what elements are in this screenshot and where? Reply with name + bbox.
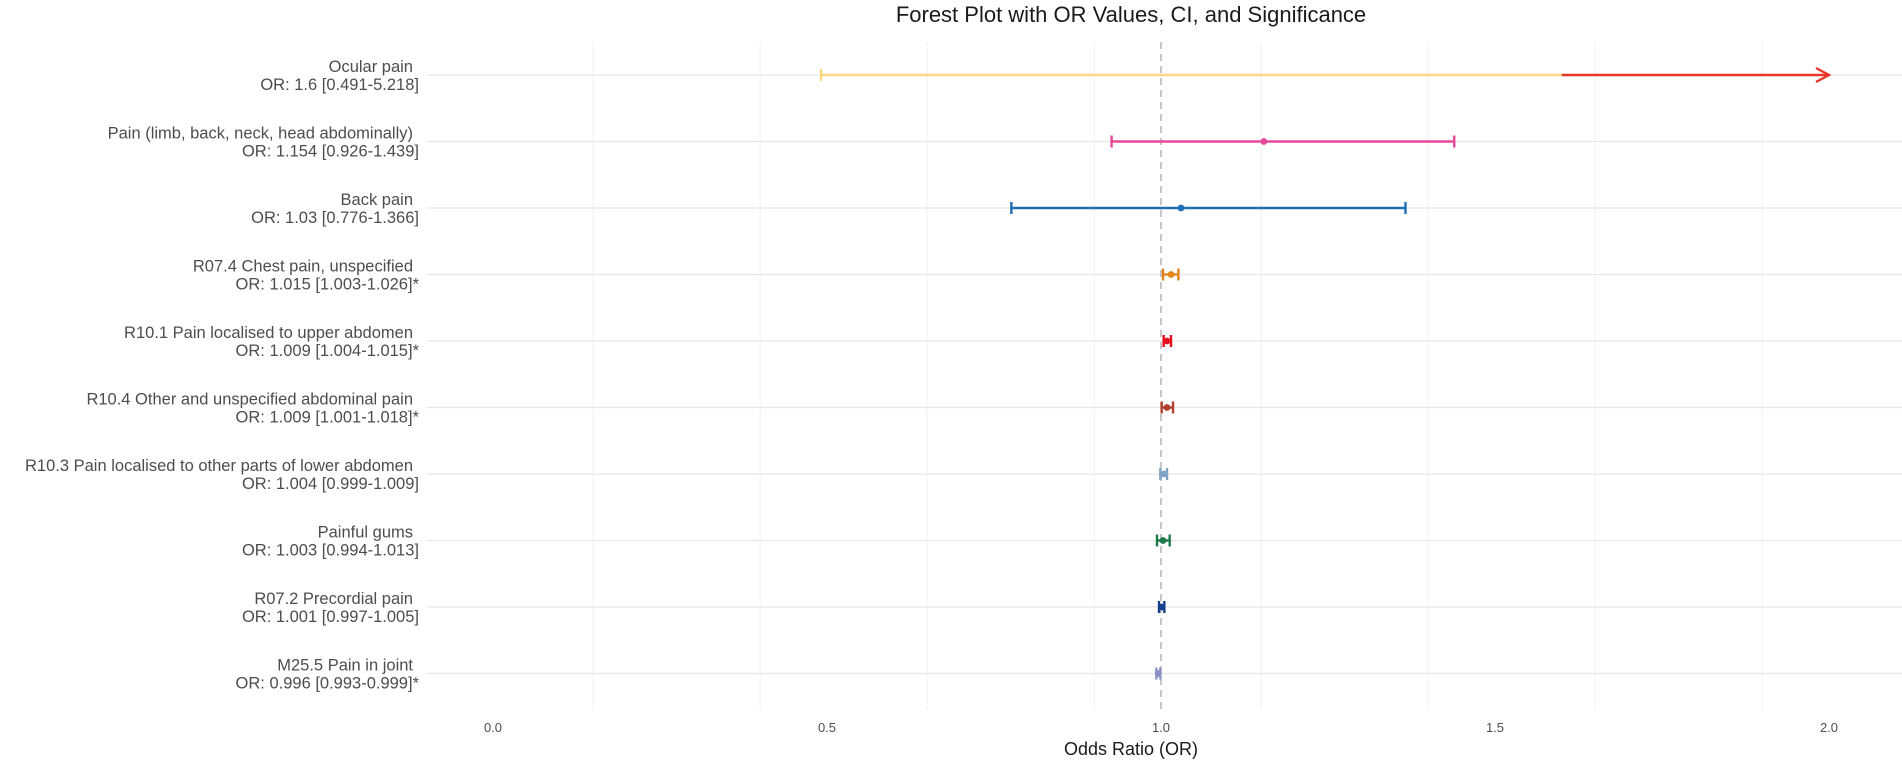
row-or-label: OR: 1.001 [0.997-1.005] <box>242 608 419 626</box>
row-or-label: OR: 1.003 [0.994-1.013] <box>242 542 419 560</box>
row-or-label: OR: 1.015 [1.003-1.026]* <box>236 276 420 294</box>
x-tick-label: 0.5 <box>818 720 836 735</box>
chart-title: Forest Plot with OR Values, CI, and Sign… <box>896 2 1366 27</box>
row-or-label: OR: 1.009 [1.004-1.015]* <box>236 342 420 360</box>
row-name-label: Painful gums <box>318 524 413 542</box>
or-point <box>1154 670 1162 677</box>
forest-row: Pain (limb, back, neck, head abdominally… <box>108 125 1456 161</box>
or-point <box>1159 537 1167 544</box>
x-axis-ticks: 0.0 0.5 1.0 1.5 2.0 <box>484 720 1838 735</box>
or-point <box>1167 271 1175 278</box>
row-name-label: R10.4 Other and unspecified abdominal pa… <box>86 391 413 409</box>
x-tick-label: 1.5 <box>1486 720 1504 735</box>
forest-row: R10.4 Other and unspecified abdominal pa… <box>86 391 1175 427</box>
or-point <box>1260 138 1268 145</box>
or-point <box>1158 603 1166 611</box>
or-point <box>1163 404 1171 411</box>
row-name-label: Ocular pain <box>329 58 413 76</box>
x-tick-label: 2.0 <box>1820 720 1838 735</box>
x-tick-label: 0.0 <box>484 720 502 735</box>
x-axis-title: Odds Ratio (OR) <box>1064 739 1198 759</box>
row-name-label: Pain (limb, back, neck, head abdominally… <box>108 125 413 143</box>
or-point <box>1163 337 1171 345</box>
row-name-label: R07.2 Precordial pain <box>254 590 413 608</box>
or-point <box>1160 470 1168 478</box>
row-or-label: OR: 1.004 [0.999-1.009] <box>242 475 419 493</box>
forest-row: R10.1 Pain localised to upper abdomenOR:… <box>124 324 1173 360</box>
row-or-label: OR: 0.996 [0.993-0.999]* <box>236 675 420 693</box>
or-point <box>1177 204 1185 212</box>
row-or-label: OR: 1.03 [0.776-1.366] <box>251 209 419 227</box>
x-tick-label: 1.0 <box>1152 720 1170 735</box>
row-name-label: Back pain <box>341 191 413 209</box>
row-name-label: R10.3 Pain localised to other parts of l… <box>25 457 413 475</box>
row-name-label: R07.4 Chest pain, unspecified <box>193 258 413 276</box>
ci-clip-arrow <box>1815 66 1832 84</box>
row-name-label: M25.5 Pain in joint <box>277 657 413 675</box>
forest-row: R10.3 Pain localised to other parts of l… <box>25 457 1169 493</box>
row-or-label: OR: 1.6 [0.491-5.218] <box>260 76 419 94</box>
row-or-label: OR: 1.009 [1.001-1.018]* <box>236 409 420 427</box>
row-or-label: OR: 1.154 [0.926-1.439] <box>242 143 419 161</box>
row-name-label: R10.1 Pain localised to upper abdomen <box>124 324 413 342</box>
